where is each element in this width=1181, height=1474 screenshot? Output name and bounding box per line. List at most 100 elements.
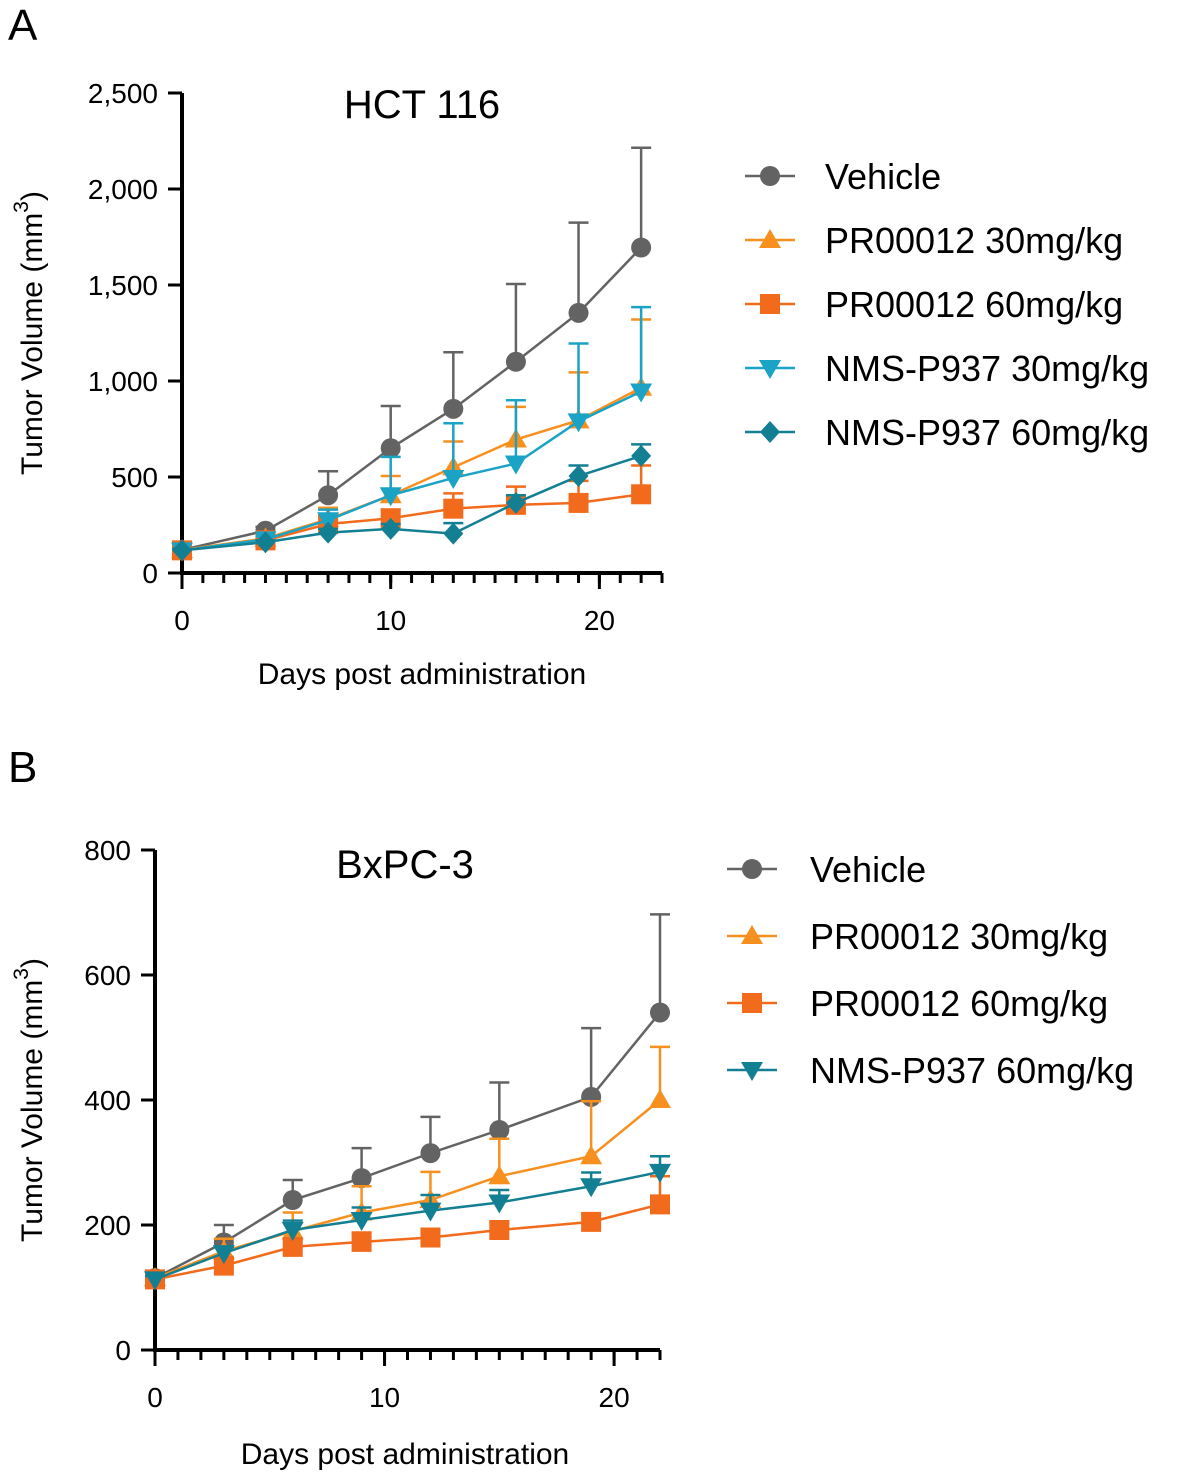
panel-letter: B <box>8 743 37 792</box>
data-point <box>505 351 526 372</box>
x-axis-label: Days post administration <box>241 1438 569 1471</box>
legend: Vehicle PR00012 30mg/kg PR00012 60mg/kg NMS… <box>745 156 1149 453</box>
legend-marker <box>760 166 780 186</box>
y-tick-label: 2,500 <box>88 78 158 109</box>
legend-marker <box>742 993 762 1013</box>
series-line <box>181 454 642 552</box>
y-tick-label: 600 <box>84 960 131 991</box>
series-line <box>181 246 643 552</box>
x-tick-label: 10 <box>369 1382 400 1413</box>
data-point <box>568 465 589 488</box>
series-line <box>154 1203 661 1281</box>
panel-letter: A <box>8 1 38 50</box>
series-pr00012-30mg-kg <box>171 318 653 558</box>
legend-marker <box>741 1062 763 1081</box>
legend-entry: NMS-P937 30mg/kg <box>745 348 1149 389</box>
axes: 0 500 1,000 1,500 2,000 2,500 0 10 20 <box>88 78 664 636</box>
legend-marker <box>759 360 781 379</box>
x-tick-label: 20 <box>599 1382 630 1413</box>
data-point <box>419 1202 442 1222</box>
data-point <box>172 539 192 562</box>
legend-label: NMS-P937 30mg/kg <box>825 348 1149 389</box>
data-point <box>489 1220 510 1240</box>
legend-entry: Vehicle <box>745 156 941 197</box>
axes: 0 200 400 600 800 0 10 20 <box>84 835 662 1413</box>
data-point <box>489 1120 510 1140</box>
data-point <box>380 438 401 459</box>
legend-entry: PR00012 60mg/kg <box>745 284 1123 325</box>
legend-label: NMS-P937 60mg/kg <box>810 1050 1134 1091</box>
data-point <box>318 521 339 544</box>
chart-title: HCT 116 <box>344 83 500 127</box>
legend: Vehicle PR00012 30mg/kg PR00012 60mg/kg NMS… <box>727 849 1134 1091</box>
data-point <box>443 498 464 519</box>
data-point <box>630 383 653 403</box>
data-point <box>504 455 527 475</box>
y-tick-label: 0 <box>142 558 158 589</box>
legend-marker <box>760 421 780 443</box>
data-point <box>443 398 464 419</box>
legend-entry: PR00012 60mg/kg <box>727 983 1108 1024</box>
data-point <box>255 531 276 554</box>
legend-label: PR00012 30mg/kg <box>810 916 1108 957</box>
data-point <box>318 485 339 506</box>
y-axis-label: Tumor Volume (mm3) <box>10 191 49 475</box>
data-point <box>650 1194 670 1215</box>
legend-label: NMS-P937 60mg/kg <box>825 412 1149 453</box>
data-point <box>568 492 589 513</box>
legend-entry: NMS-P937 60mg/kg <box>745 412 1149 453</box>
data-point <box>351 1231 372 1252</box>
series-line <box>181 493 642 552</box>
y-tick-label: 2,000 <box>88 174 158 205</box>
legend-label: PR00012 30mg/kg <box>825 220 1123 261</box>
legend-marker <box>760 294 780 314</box>
series-line <box>181 386 642 552</box>
data-point <box>212 1245 235 1265</box>
data-point <box>420 1227 441 1248</box>
data-point <box>213 1255 234 1276</box>
x-axis-label: Days post administration <box>258 658 586 691</box>
y-tick-label: 200 <box>84 1210 131 1241</box>
data-point <box>350 1212 373 1231</box>
y-tick-label: 800 <box>84 835 131 866</box>
series-layer <box>144 913 671 1291</box>
series-nms-p937-60mg-kg <box>172 443 652 562</box>
series-nms-p937-60mg-kg <box>144 1155 671 1291</box>
data-point <box>568 302 589 323</box>
x-tick-label: 20 <box>584 605 615 636</box>
legend-entry: PR00012 30mg/kg <box>745 220 1123 261</box>
data-point <box>580 1145 603 1165</box>
x-tick-label: 0 <box>147 1382 163 1413</box>
data-point <box>443 522 464 545</box>
series-line <box>154 1099 661 1280</box>
x-tick-label: 0 <box>174 605 190 636</box>
legend-entry: Vehicle <box>727 849 926 890</box>
data-point <box>351 1168 372 1189</box>
series-line <box>181 390 642 552</box>
data-point <box>631 237 652 258</box>
data-point <box>282 1236 303 1257</box>
y-tick-label: 400 <box>84 1085 131 1116</box>
legend-entry: NMS-P937 60mg/kg <box>727 1050 1134 1091</box>
data-point <box>567 413 590 433</box>
y-axis-label: Tumor Volume (mm3) <box>10 958 49 1242</box>
data-point <box>505 491 526 514</box>
data-point <box>420 1143 441 1164</box>
legend-label: Vehicle <box>810 849 926 890</box>
legend-label: PR00012 60mg/kg <box>825 284 1123 325</box>
panel-a: A HCT 116 Days post administration Tumor… <box>8 1 1149 691</box>
legend-label: PR00012 60mg/kg <box>810 983 1108 1024</box>
y-tick-label: 0 <box>115 1335 131 1366</box>
y-tick-label: 1,000 <box>88 366 158 397</box>
data-point <box>442 469 465 489</box>
data-point <box>281 1222 304 1241</box>
series-line <box>154 1170 661 1281</box>
legend-marker <box>741 925 763 944</box>
data-point <box>282 1190 303 1210</box>
data-point <box>650 1002 670 1023</box>
data-point <box>581 1211 602 1232</box>
panel-b: B BxPC-3 Days post administration Tumor … <box>8 743 1134 1471</box>
data-point <box>488 1194 511 1214</box>
x-tick-label: 10 <box>375 605 406 636</box>
